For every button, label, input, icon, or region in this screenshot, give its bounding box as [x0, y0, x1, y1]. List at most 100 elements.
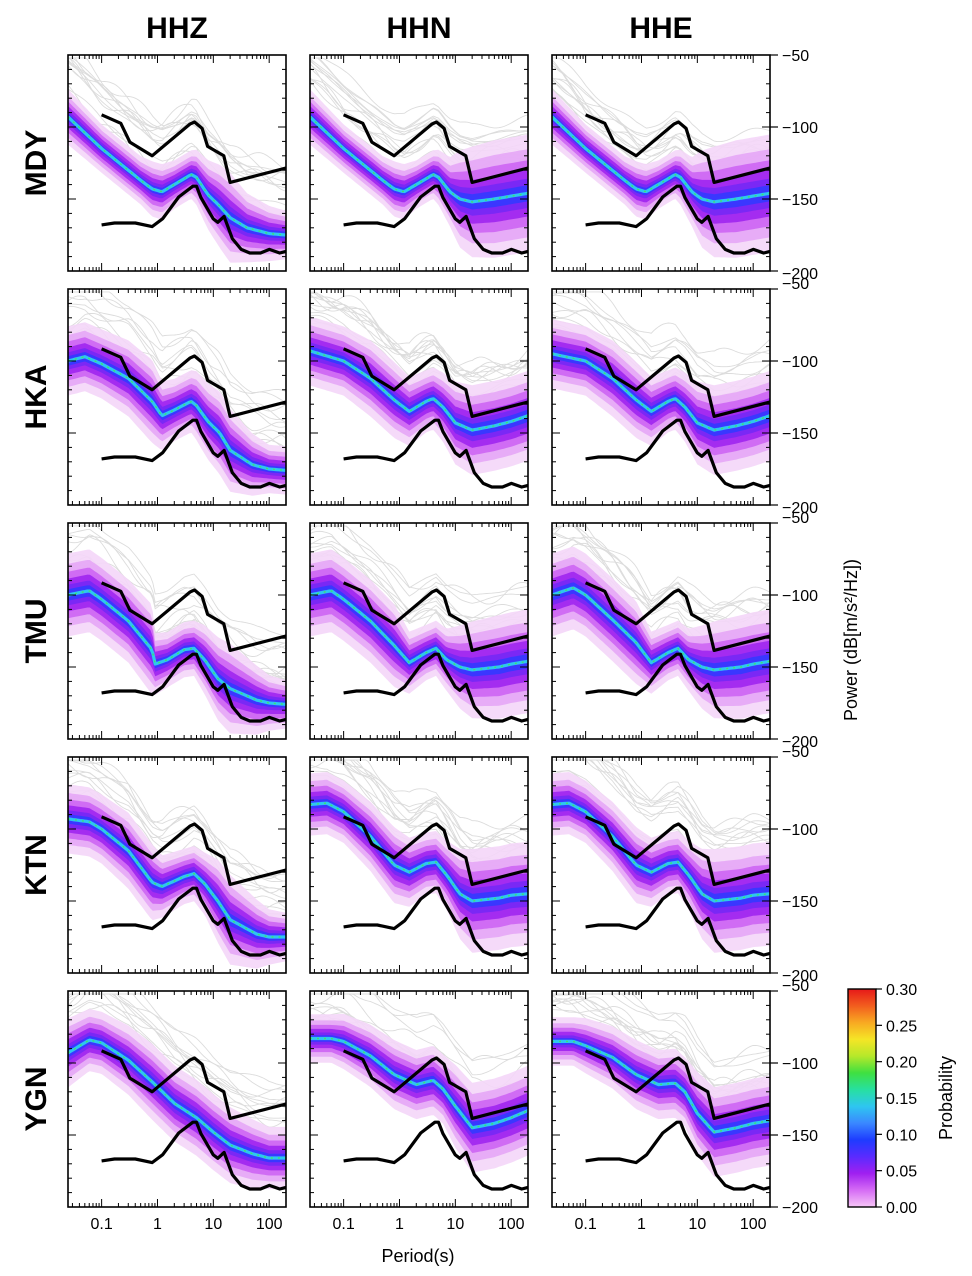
row-titles: MDY HKA TMU KTN YGN	[20, 130, 53, 1132]
psd-trace-line	[552, 291, 770, 355]
colorbar-tick-label: 0.00	[886, 1200, 917, 1217]
pdf-density-band	[68, 1032, 286, 1166]
panel-mdy-hhz	[67, 54, 287, 272]
pdf-density-band	[310, 795, 528, 914]
panel-ticks	[552, 54, 771, 272]
psd-trace-line	[68, 771, 286, 894]
panel-frame	[551, 288, 771, 506]
nlnm-line	[343, 1120, 528, 1191]
period-tick-label: 1	[395, 1216, 404, 1233]
power-tick-label: −150	[782, 426, 818, 443]
row-title-ygn: YGN	[20, 1066, 53, 1131]
nhnm-line	[584, 113, 770, 184]
power-tick-label: −100	[782, 354, 818, 371]
power-tick-label: −200	[782, 500, 818, 517]
pdf-density-band	[310, 346, 528, 437]
pdf-density-band	[68, 110, 286, 241]
psd-trace-line	[552, 759, 770, 851]
panel-ticks	[310, 288, 529, 506]
nlnm-line	[343, 886, 528, 957]
panel-frame	[309, 756, 529, 974]
panel-frame	[67, 990, 287, 1208]
nhnm-line	[100, 581, 286, 652]
psd-trace-line	[68, 763, 286, 894]
psd-trace-line	[68, 993, 286, 1109]
psd-trace-line	[310, 759, 528, 830]
pdf-mode-line	[310, 589, 528, 672]
power-tick-label: −150	[782, 192, 818, 209]
psd-trace-line	[552, 525, 770, 610]
panel-tmu-hhn	[309, 522, 529, 740]
power-tick-label: −200	[782, 1200, 818, 1217]
row-title-tmu: TMU	[20, 599, 53, 664]
panel-frame	[551, 522, 771, 740]
psd-trace-line	[310, 292, 528, 383]
period-tick-label: 10	[688, 1216, 706, 1233]
psd-trace-line	[310, 291, 528, 369]
panel-hka-hhe	[551, 288, 771, 506]
pdf-density-band	[552, 110, 770, 216]
period-tick-label: 1	[153, 1216, 162, 1233]
power-tick-label: −200	[782, 968, 818, 985]
psd-trace-line	[68, 60, 286, 175]
psd-trace-line	[552, 993, 770, 1093]
column-titles: HHZ HHN HHE	[146, 12, 693, 45]
nhnm-line	[100, 815, 286, 886]
panel-ticks	[68, 54, 287, 272]
psd-trace-line	[552, 57, 770, 143]
colorbar-tick-label: 0.20	[886, 1055, 917, 1072]
pdf-peak-line	[552, 116, 770, 203]
power-tick-label: −100	[782, 120, 818, 137]
panel-hka-hhz	[67, 288, 287, 506]
panel-tmu-hhe	[551, 522, 771, 740]
pdf-density-band	[552, 1035, 770, 1144]
psd-trace-line	[552, 994, 770, 1087]
power-axis: −50−100−150−200−50−100−150−200−50−100−15…	[770, 48, 818, 1217]
period-tick-label: 10	[204, 1216, 222, 1233]
nlnm-line	[585, 886, 770, 957]
psd-trace-line	[552, 525, 770, 606]
pdf-density-band	[552, 349, 770, 437]
psd-trace-line	[310, 296, 528, 378]
nhnm-line	[342, 815, 528, 886]
nlnm-line	[101, 184, 286, 255]
period-tick-label: 100	[256, 1216, 283, 1233]
psd-trace-line	[310, 57, 528, 129]
y-axis-label: Power (dB[m/s²/Hz])	[841, 559, 861, 721]
pdf-density-band	[552, 113, 770, 210]
psd-trace-line	[68, 759, 286, 883]
power-tick-label: −100	[782, 1056, 818, 1073]
psd-trace-line	[68, 303, 286, 421]
psd-trace-line	[310, 759, 528, 851]
nhnm-line	[342, 581, 528, 652]
pdf-mode-line	[68, 355, 286, 472]
panel-frame	[551, 990, 771, 1208]
nhnm-line	[584, 1049, 770, 1120]
pdf-mode-line	[310, 801, 528, 903]
panel-ktn-hhz	[67, 756, 287, 974]
psd-trace-line	[68, 525, 286, 637]
nlnm-line	[585, 184, 770, 255]
psd-trace-line	[310, 525, 528, 596]
psd-trace-line	[68, 528, 286, 644]
panel-ticks	[310, 54, 529, 272]
panel-frame	[309, 54, 529, 272]
pdf-peak-line	[552, 1040, 770, 1133]
panel-ygn-hhz	[67, 990, 287, 1208]
psd-trace-line	[68, 57, 286, 185]
panel-frame	[67, 54, 287, 272]
panel-ticks	[310, 990, 529, 1208]
psd-trace-line	[310, 759, 528, 850]
pdf-peak-line	[68, 116, 286, 236]
power-tick-label: −200	[782, 266, 818, 283]
panel-ktn-hhe	[551, 756, 771, 974]
psd-trace-line	[552, 294, 770, 377]
panel-frame	[67, 288, 287, 506]
panel-ticks	[310, 756, 529, 974]
nhnm-line	[100, 1049, 286, 1120]
psd-trace-line	[68, 993, 286, 1105]
panel-ticks	[68, 288, 287, 506]
pdf-density-band	[552, 577, 770, 682]
panel-hka-hhn	[309, 288, 529, 506]
